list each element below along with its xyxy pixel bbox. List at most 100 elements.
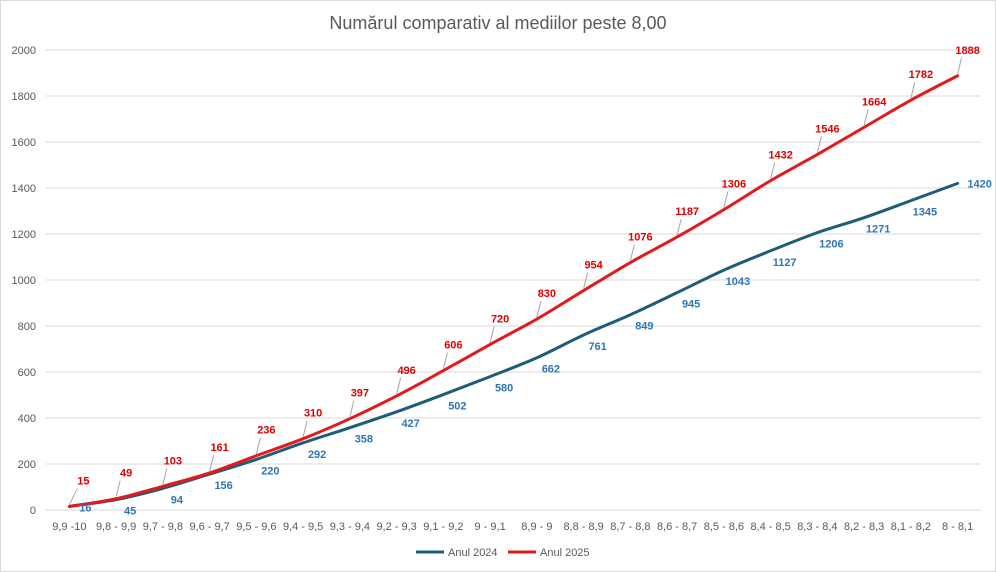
data-label: 496 [397, 365, 415, 377]
data-label: 49 [120, 468, 132, 480]
data-label: 1127 [773, 257, 797, 269]
y-tick-label: 1600 [12, 137, 36, 149]
data-label: 1888 [955, 45, 979, 57]
x-axis: 9,9 -10 9,8 - 9,9 9,7 - 9,8 9,6 - 9,7 9,5 - … [52, 521, 973, 533]
x-tick-label: 8,6 - 8,7 [657, 521, 697, 533]
data-label: 1043 [726, 276, 750, 288]
data-label: 1271 [866, 224, 890, 236]
data-label: 606 [444, 340, 462, 352]
x-tick-label: 8,5 - 8,6 [704, 521, 744, 533]
label-leader [115, 480, 121, 497]
data-label: 1664 [862, 96, 887, 108]
y-tick-label: 400 [18, 413, 36, 425]
y-tick-label: 1800 [12, 91, 36, 103]
x-tick-label: 8,9 - 9 [521, 521, 552, 533]
series-line-anul-2025 [67, 74, 960, 509]
data-label: 292 [308, 449, 326, 461]
x-tick-label: 9 - 9,1 [475, 521, 506, 533]
label-leader [583, 272, 589, 289]
x-tick-label: 9,6 - 9,7 [189, 521, 229, 533]
data-label: 397 [351, 388, 369, 400]
data-label: 161 [210, 442, 228, 454]
data-label: 16 [79, 502, 91, 514]
data-label: 45 [124, 506, 136, 518]
label-leader [489, 326, 495, 343]
data-label: 1432 [768, 150, 792, 162]
y-tick-label: 1200 [12, 229, 36, 241]
y-tick-label: 600 [18, 367, 36, 379]
label-leader [957, 57, 963, 74]
label-leader [723, 191, 729, 208]
legend-label: Anul 2024 [448, 547, 498, 559]
data-label: 1206 [819, 239, 843, 251]
data-label: 1345 [913, 207, 937, 219]
data-label: 220 [261, 465, 279, 477]
data-label: 662 [542, 364, 560, 376]
x-tick-label: 9,4 - 9,5 [283, 521, 323, 533]
data-label: 1306 [722, 179, 746, 191]
x-tick-label: 9,8 - 9,9 [96, 521, 136, 533]
label-leader [442, 352, 448, 369]
data-label: 720 [491, 313, 509, 325]
data-label: 954 [584, 260, 603, 272]
label-leader [349, 400, 355, 417]
series-line-anul-2024 [67, 181, 960, 508]
y-tick-label: 1400 [12, 183, 36, 195]
y-tick-label: 0 [30, 505, 36, 517]
y-tick-label: 200 [18, 459, 36, 471]
data-label: 310 [304, 408, 322, 420]
data-label: 502 [448, 401, 466, 413]
x-tick-label: 8 - 8,1 [942, 521, 973, 533]
y-axis: 0 200 400 600 800 1000 1200 1400 1600 1800 2000 [12, 45, 36, 517]
chart-title: Numărul comparativ al mediilor peste 8,0… [329, 13, 666, 33]
data-label: 580 [495, 383, 513, 395]
x-tick-label: 8,7 - 8,8 [610, 521, 650, 533]
label-leader [770, 162, 776, 179]
x-tick-label: 9,1 - 9,2 [423, 521, 463, 533]
legend-label: Anul 2025 [540, 547, 590, 559]
label-leader [863, 109, 869, 126]
x-tick-label: 8,2 - 8,3 [844, 521, 884, 533]
label-leader [68, 488, 78, 505]
label-leader [536, 300, 542, 318]
data-label: 849 [635, 321, 653, 333]
x-tick-label: 9,7 - 9,8 [143, 521, 183, 533]
data-label: 15 [77, 476, 89, 488]
label-leader [302, 420, 308, 437]
label-leader [162, 468, 168, 485]
data-labels: 16 45 94 156 220 292 358 427 502 580 662 761 849 945 1… [68, 45, 992, 518]
data-label: 358 [355, 434, 373, 446]
data-label: 945 [682, 299, 700, 311]
data-label: 427 [401, 418, 419, 430]
x-tick-label: 9,9 -10 [52, 521, 86, 533]
data-label: 1187 [675, 206, 699, 218]
y-tick-label: 1000 [12, 275, 36, 287]
x-tick-label: 9,5 - 9,6 [236, 521, 276, 533]
x-tick-label: 8,4 - 8,5 [750, 521, 790, 533]
x-tick-label: 9,2 - 9,3 [376, 521, 416, 533]
x-tick-label: 9,3 - 9,4 [330, 521, 370, 533]
label-leader [910, 82, 916, 99]
y-tick-label: 800 [18, 321, 36, 333]
gridlines [46, 49, 981, 511]
data-label: 236 [257, 425, 275, 437]
data-label: 761 [588, 341, 606, 353]
x-tick-label: 8,8 - 8,9 [563, 521, 603, 533]
data-label: 830 [538, 288, 556, 300]
legend: Anul 2024 Anul 2025 [416, 547, 590, 559]
data-label: 156 [214, 480, 232, 492]
data-label: 1420 [967, 178, 991, 190]
data-label: 1546 [815, 123, 839, 135]
y-tick-label: 2000 [12, 45, 36, 57]
x-tick-label: 8,1 - 8,2 [891, 521, 931, 533]
x-tick-label: 8,3 - 8,4 [797, 521, 837, 533]
label-leader [629, 244, 635, 261]
data-label: 103 [164, 455, 182, 467]
label-leader [816, 136, 822, 153]
label-leader [676, 218, 682, 236]
label-leader [255, 437, 261, 454]
data-label: 94 [171, 494, 184, 506]
label-leader [209, 454, 215, 472]
